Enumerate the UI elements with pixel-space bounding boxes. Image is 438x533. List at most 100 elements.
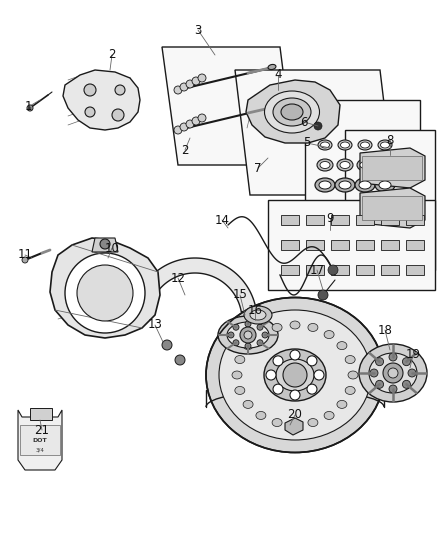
Polygon shape: [356, 240, 374, 250]
Ellipse shape: [360, 142, 370, 148]
Polygon shape: [306, 240, 324, 250]
Circle shape: [403, 381, 410, 389]
Polygon shape: [381, 265, 399, 275]
Circle shape: [65, 253, 145, 333]
Ellipse shape: [272, 418, 282, 426]
Ellipse shape: [276, 359, 314, 391]
Polygon shape: [63, 70, 140, 130]
Polygon shape: [281, 215, 299, 225]
Ellipse shape: [340, 161, 350, 168]
Ellipse shape: [256, 330, 266, 338]
Polygon shape: [92, 238, 118, 252]
Circle shape: [175, 355, 185, 365]
Polygon shape: [360, 188, 425, 228]
Ellipse shape: [377, 159, 393, 171]
Circle shape: [240, 327, 256, 343]
Circle shape: [198, 74, 206, 82]
Circle shape: [383, 363, 403, 383]
Ellipse shape: [218, 316, 278, 354]
Polygon shape: [331, 240, 349, 250]
Circle shape: [375, 381, 384, 389]
Ellipse shape: [357, 159, 373, 171]
Ellipse shape: [318, 140, 332, 150]
Text: 2: 2: [108, 49, 116, 61]
Ellipse shape: [268, 104, 276, 110]
Circle shape: [328, 265, 338, 275]
Ellipse shape: [268, 64, 276, 70]
Ellipse shape: [219, 310, 371, 440]
Circle shape: [84, 84, 96, 96]
Polygon shape: [281, 265, 299, 275]
Ellipse shape: [290, 321, 300, 329]
Ellipse shape: [243, 400, 253, 408]
Circle shape: [273, 384, 283, 394]
Circle shape: [192, 77, 200, 85]
Circle shape: [283, 363, 307, 387]
Bar: [362, 196, 422, 220]
Circle shape: [228, 332, 234, 338]
Circle shape: [85, 107, 95, 117]
Text: 14: 14: [215, 214, 230, 227]
Circle shape: [28, 107, 32, 109]
Polygon shape: [281, 240, 299, 250]
Ellipse shape: [338, 140, 352, 150]
Polygon shape: [235, 70, 395, 195]
Circle shape: [162, 340, 172, 350]
Ellipse shape: [227, 322, 269, 348]
Ellipse shape: [308, 418, 318, 426]
Ellipse shape: [235, 386, 245, 394]
Circle shape: [257, 324, 263, 330]
Ellipse shape: [315, 178, 335, 192]
Polygon shape: [137, 258, 256, 312]
Polygon shape: [356, 215, 374, 225]
Circle shape: [77, 265, 133, 321]
Circle shape: [245, 321, 251, 327]
Polygon shape: [285, 418, 303, 435]
Polygon shape: [18, 410, 62, 470]
Ellipse shape: [243, 342, 253, 350]
Polygon shape: [50, 238, 160, 338]
Circle shape: [403, 358, 410, 366]
Ellipse shape: [256, 411, 266, 419]
Circle shape: [180, 83, 188, 91]
Ellipse shape: [281, 104, 303, 120]
Circle shape: [198, 114, 206, 122]
Polygon shape: [381, 215, 399, 225]
Ellipse shape: [340, 142, 350, 148]
Polygon shape: [345, 130, 435, 270]
Text: 19: 19: [406, 349, 420, 361]
Circle shape: [174, 126, 182, 134]
Circle shape: [233, 324, 239, 330]
Polygon shape: [306, 265, 324, 275]
Text: 12: 12: [170, 271, 186, 285]
Polygon shape: [381, 240, 399, 250]
Ellipse shape: [337, 159, 353, 171]
Ellipse shape: [317, 159, 333, 171]
Ellipse shape: [359, 181, 371, 189]
Text: 9: 9: [326, 212, 334, 224]
Text: 6: 6: [300, 116, 308, 128]
Circle shape: [180, 123, 188, 131]
Ellipse shape: [359, 344, 427, 402]
Ellipse shape: [290, 421, 300, 429]
Ellipse shape: [345, 356, 355, 364]
Ellipse shape: [244, 306, 272, 324]
Ellipse shape: [358, 140, 372, 150]
Ellipse shape: [337, 342, 347, 350]
Circle shape: [186, 120, 194, 128]
Bar: [30, 408, 52, 420]
Circle shape: [174, 86, 182, 94]
Ellipse shape: [232, 371, 242, 379]
Ellipse shape: [235, 356, 245, 364]
Polygon shape: [406, 240, 424, 250]
Circle shape: [389, 353, 397, 361]
Ellipse shape: [250, 310, 266, 320]
Circle shape: [100, 239, 110, 249]
Text: 11: 11: [18, 248, 32, 262]
Text: 5: 5: [303, 136, 311, 149]
Text: 2: 2: [181, 143, 189, 157]
Circle shape: [257, 340, 263, 346]
Text: 16: 16: [247, 303, 262, 317]
Circle shape: [266, 370, 276, 380]
Polygon shape: [360, 148, 425, 188]
